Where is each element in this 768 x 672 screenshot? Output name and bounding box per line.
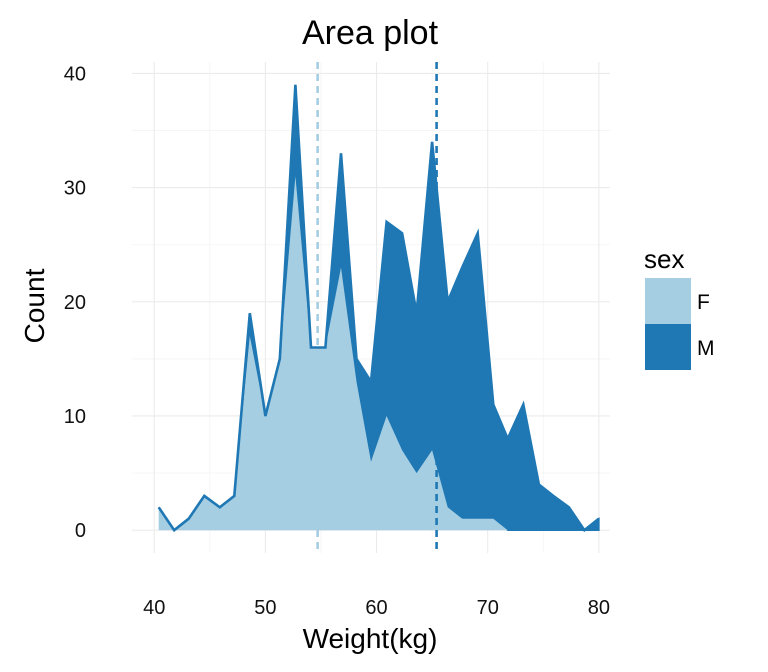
mean-lines xyxy=(316,62,438,553)
legend-label-m: M xyxy=(697,337,715,360)
y-tick-label: 0 xyxy=(75,520,86,542)
area-series xyxy=(157,84,600,533)
x-tick-label: 50 xyxy=(254,597,276,619)
x-tick-label: 40 xyxy=(143,597,165,619)
legend: sex FM xyxy=(644,244,715,370)
legend-title: sex xyxy=(644,244,684,274)
x-tick-label: 70 xyxy=(477,597,499,619)
legend-swatch-m xyxy=(645,324,691,370)
y-tick-label: 20 xyxy=(64,292,86,314)
y-tick-label: 30 xyxy=(64,178,86,200)
y-axis-title: Count xyxy=(19,268,50,343)
area-outline-line xyxy=(157,84,600,533)
chart-title: Area plot xyxy=(302,14,439,52)
legend-label-f: F xyxy=(697,291,710,314)
y-axis-ticks: 0 10 20 30 40 xyxy=(64,63,86,542)
x-tick-label: 60 xyxy=(365,597,387,619)
x-axis-title: Weight(kg) xyxy=(303,623,438,654)
legend-swatch-f xyxy=(645,278,691,324)
y-tick-label: 40 xyxy=(64,63,86,85)
area-series-f xyxy=(158,176,599,531)
y-tick-label: 10 xyxy=(64,406,86,428)
x-axis-ticks: 40 50 60 70 80 xyxy=(143,597,610,619)
x-tick-label: 80 xyxy=(588,597,610,619)
